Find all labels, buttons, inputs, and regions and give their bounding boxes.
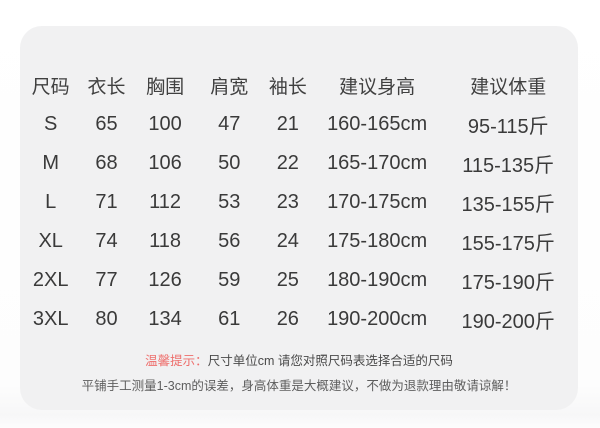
table-cell: XL: [38, 230, 63, 252]
table-cell: L: [45, 191, 57, 213]
table-header-row: 尺码 衣长 胸围 肩宽 袖长 建议身高 建议体重: [20, 65, 578, 105]
table-cell: 50: [218, 152, 241, 174]
table-cell: 175-190斤: [461, 272, 555, 294]
table-cell: 21: [276, 113, 299, 135]
table-cell: S: [44, 113, 58, 135]
disclaimer-text: 平铺手工测量1-3cm的误差，身高体重是大概建议，不做为退款理由敬请谅解！: [81, 379, 517, 393]
table-row: XL 74 118 56 24 175-180cm 155-175斤: [20, 222, 578, 261]
size-chart-card: 尺码 衣长 胸围 肩宽 袖长 建议身高 建议体重 S 65 100 47 21 160-165cm 95…: [20, 26, 578, 410]
table-body: S 65 100 47 21 160-165cm 95-115斤 M 68 106 50 22 165-…: [20, 105, 578, 339]
table-row: L 71 112 53 23 170-175cm 135-155斤: [20, 183, 578, 222]
table-cell: 112: [149, 191, 182, 213]
table-cell: 23: [276, 191, 299, 213]
table-cell: 155-175斤: [461, 233, 555, 255]
table-cell: 170-175cm: [327, 191, 428, 213]
table-cell: 65: [95, 113, 118, 135]
table-cell: 190-200斤: [461, 311, 555, 333]
table-row: 2XL 77 126 59 25 180-190cm 175-190斤: [20, 261, 578, 300]
size-chart-table: 尺码 衣长 胸围 肩宽 袖长 建议身高 建议体重 S 65 100 47 21 160-165cm 95…: [20, 65, 578, 339]
table-cell: 118: [149, 230, 182, 252]
table-cell: 160-165cm: [327, 113, 428, 135]
table-cell: 59: [218, 269, 241, 291]
table-cell: M: [42, 152, 60, 174]
table-cell: 3XL: [32, 308, 69, 330]
column-header: 建议体重: [470, 76, 547, 98]
column-header: 衣长: [87, 76, 126, 98]
table-cell: 180-190cm: [327, 269, 428, 291]
table-cell: 53: [218, 191, 241, 213]
tip-text: 尺寸单位cm 请您对照尺码表选择合适的尺码: [207, 354, 453, 368]
tip-line: 温馨提示：尺寸单位cm 请您对照尺码表选择合适的尺码: [20, 352, 578, 370]
table-cell: 190-200cm: [327, 308, 428, 330]
table-cell: 74: [95, 230, 118, 252]
column-header: 胸围: [146, 76, 185, 98]
table-cell: 175-180cm: [327, 230, 428, 252]
column-header: 袖长: [268, 76, 307, 98]
table-cell: 126: [148, 269, 182, 291]
table-row: 3XL 80 134 61 26 190-200cm 190-200斤: [20, 300, 578, 339]
table-cell: 22: [276, 152, 299, 174]
tip-label: 温馨提示：: [145, 354, 208, 368]
table-cell: 71: [95, 191, 118, 213]
table-cell: 115-135斤: [462, 155, 555, 177]
table-cell: 56: [218, 230, 241, 252]
column-header: 肩宽: [210, 76, 249, 98]
table-row: M 68 106 50 22 165-170cm 115-135斤: [20, 144, 578, 183]
table-row: S 65 100 47 21 160-165cm 95-115斤: [20, 105, 578, 144]
table-cell: 68: [95, 152, 118, 174]
column-header: 尺码: [31, 76, 70, 98]
table-cell: 26: [276, 308, 299, 330]
table-cell: 80: [95, 308, 118, 330]
table-cell: 165-170cm: [327, 152, 428, 174]
table-cell: 61: [218, 308, 241, 330]
column-header: 建议身高: [339, 76, 416, 98]
table-cell: 77: [95, 269, 118, 291]
table-cell: 95-115斤: [467, 116, 549, 138]
table-cell: 134: [148, 308, 182, 330]
table-cell: 2XL: [32, 269, 69, 291]
table-cell: 25: [276, 269, 299, 291]
table-cell: 106: [148, 152, 182, 174]
table-cell: 135-155斤: [461, 194, 555, 216]
table-cell: 100: [148, 113, 182, 135]
table-cell: 24: [276, 230, 299, 252]
table-cell: 47: [218, 113, 241, 135]
